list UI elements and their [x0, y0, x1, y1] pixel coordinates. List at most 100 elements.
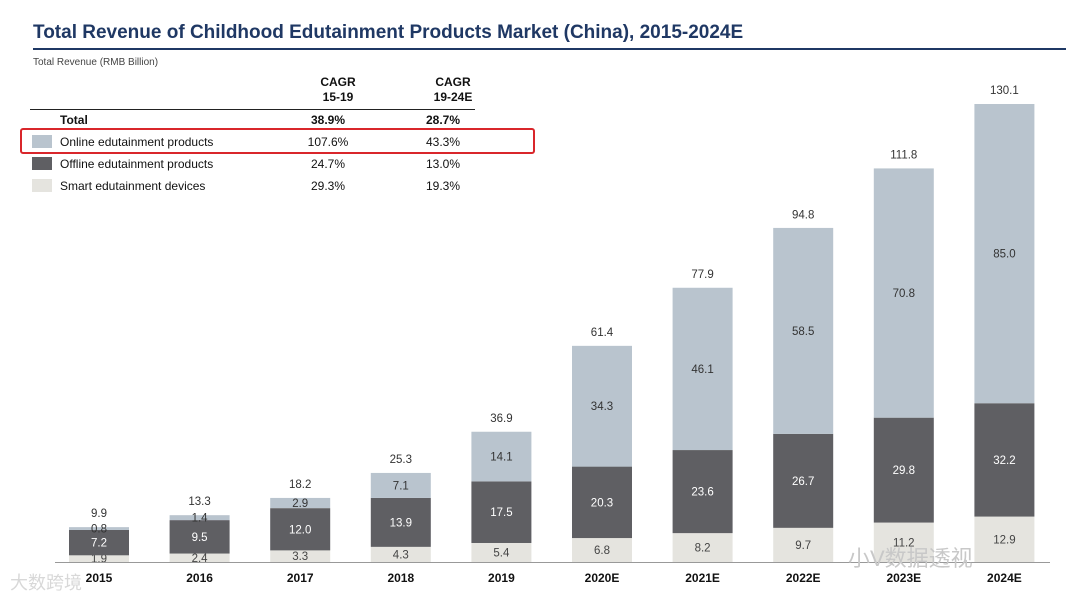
bar-value-label-2022E-0: 9.7 — [795, 540, 811, 552]
bar-total-label-2021E: 77.9 — [691, 269, 713, 281]
bar-value-label-2023E-1: 29.8 — [893, 465, 915, 477]
total-cagr-15-19: 38.9% — [310, 113, 346, 127]
total-label: Total — [60, 113, 88, 127]
bar-segment-2015-0 — [69, 555, 129, 562]
bar-segment-2020E-0 — [572, 538, 632, 562]
cagr-header-15-19: CAGR 15-19 — [293, 75, 383, 105]
bar-total-label-2018: 25.3 — [390, 454, 412, 466]
bar-value-label-2023E-0: 11.2 — [893, 537, 915, 549]
bar-segment-2024E-2 — [974, 104, 1035, 404]
cagr-header-1-line1: CAGR — [320, 75, 356, 89]
bar-value-label-2016-1: 9.5 — [192, 532, 208, 544]
bar-value-label-2024E-1: 32.2 — [993, 455, 1015, 467]
bar-total-label-2019: 36.9 — [490, 413, 512, 425]
bar-value-label-2021E-2: 46.1 — [691, 364, 713, 376]
total-cagr-19-24: 28.7% — [425, 113, 461, 127]
cagr-header-19-24: CAGR 19-24E — [408, 75, 498, 105]
bar-value-label-2020E-2: 34.3 — [591, 401, 613, 413]
bar-value-label-2024E-2: 85.0 — [993, 249, 1015, 261]
bar-total-label-2022E: 94.8 — [792, 209, 814, 221]
cagr-header-2-line2: 19-24E — [433, 90, 473, 104]
bar-segment-2023E-0 — [873, 522, 934, 562]
bar-segment-2017-2 — [270, 497, 331, 509]
chart-title: Total Revenue of Childhood Edutainment P… — [33, 22, 744, 43]
bar-segment-2015-2 — [69, 527, 129, 530]
chart-subtitle: Total Revenue (RMB Billion) — [33, 57, 159, 68]
table-rule-top — [30, 109, 475, 110]
table-row-online: Online edutainment products 107.6% 43.3% — [30, 132, 475, 152]
table-row-offline: Offline edutainment products 24.7% 13.0% — [30, 154, 475, 174]
bar-value-label-2017-1: 12.0 — [289, 524, 311, 536]
bar-segment-2020E-2 — [572, 345, 632, 467]
bar-segment-2016-2 — [169, 515, 230, 521]
x-tick-label-2018: 2018 — [387, 571, 414, 585]
bar-segment-2016-1 — [169, 520, 230, 554]
title-rule — [33, 48, 1066, 50]
bar-total-label-2015: 9.9 — [91, 508, 107, 520]
bar-segment-2020E-1 — [572, 466, 632, 539]
bar-segment-2018-1 — [370, 497, 431, 547]
bar-segment-2015-1 — [69, 529, 129, 556]
bar-segment-2021E-2 — [672, 287, 733, 451]
bar-segment-2021E-0 — [672, 533, 733, 562]
bar-segment-2018-0 — [370, 546, 431, 562]
smart-cagr-19-24: 19.3% — [425, 179, 461, 193]
bar-segment-2023E-2 — [873, 168, 934, 418]
x-tick-label-2023E: 2023E — [886, 571, 921, 585]
bar-segment-2019-1 — [471, 481, 532, 543]
bar-value-label-2016-0: 2.4 — [192, 553, 209, 565]
smart-label: Smart edutainment devices — [60, 179, 206, 193]
x-tick-label-2020E: 2020E — [585, 571, 620, 585]
bar-segment-2017-1 — [270, 508, 331, 551]
smart-cagr-15-19: 29.3% — [310, 179, 346, 193]
bar-value-label-2019-1: 17.5 — [490, 507, 512, 519]
online-cagr-19-24: 43.3% — [425, 135, 461, 149]
bar-segment-2022E-0 — [773, 527, 834, 562]
table-row-total: Total 38.9% 28.7% — [30, 110, 475, 130]
bar-total-label-2016: 13.3 — [188, 496, 210, 508]
offline-swatch-icon — [32, 157, 52, 170]
x-tick-label-2015: 2015 — [86, 571, 113, 585]
offline-label: Offline edutainment products — [60, 157, 214, 171]
bar-value-label-2022E-1: 26.7 — [792, 476, 814, 488]
watermark-right: 小V数据透视 — [848, 546, 973, 571]
bar-value-label-2020E-1: 20.3 — [591, 497, 613, 509]
bar-value-label-2016-2: 1.4 — [192, 513, 209, 525]
online-highlight-box — [20, 128, 535, 154]
smart-swatch-icon — [32, 179, 52, 192]
bar-total-label-2017: 18.2 — [289, 479, 311, 491]
bar-segment-2023E-1 — [873, 417, 934, 523]
offline-cagr-15-19: 24.7% — [310, 157, 346, 171]
bar-value-label-2021E-1: 23.6 — [691, 487, 713, 499]
watermark-left: 大数跨境 — [10, 573, 82, 593]
bar-value-label-2018-1: 13.9 — [390, 517, 412, 529]
bar-value-label-2015-0: 1.9 — [91, 554, 107, 566]
bar-value-label-2018-0: 4.3 — [393, 549, 409, 561]
bar-segment-2018-2 — [370, 472, 431, 498]
bar-value-label-2018-2: 7.1 — [393, 480, 409, 492]
bar-segment-2022E-1 — [773, 433, 834, 528]
bar-value-label-2015-1: 7.2 — [91, 538, 107, 550]
bar-value-label-2017-2: 2.9 — [292, 498, 308, 510]
cagr-header-1-line2: 15-19 — [322, 90, 354, 104]
bar-value-label-2015-2: 0.8 — [91, 524, 107, 536]
x-tick-label-2021E: 2021E — [685, 571, 720, 585]
online-cagr-15-19: 107.6% — [307, 135, 349, 149]
bar-value-label-2021E-0: 8.2 — [695, 543, 711, 555]
x-tick-label-2019: 2019 — [488, 571, 515, 585]
bar-value-label-2022E-2: 58.5 — [792, 326, 814, 338]
x-tick-label-2024E: 2024E — [987, 571, 1022, 585]
bar-total-label-2020E: 61.4 — [591, 327, 614, 339]
bar-value-label-2019-0: 5.4 — [493, 547, 510, 559]
bar-value-label-2023E-2: 70.8 — [893, 288, 915, 300]
x-tick-label-2017: 2017 — [287, 571, 314, 585]
x-tick-label-2022E: 2022E — [786, 571, 821, 585]
bar-segment-2024E-0 — [974, 516, 1035, 562]
table-row-smart: Smart edutainment devices 29.3% 19.3% — [30, 176, 475, 196]
bar-segment-2021E-1 — [672, 450, 733, 534]
online-label: Online edutainment products — [60, 135, 214, 149]
bar-value-label-2020E-0: 6.8 — [594, 545, 610, 557]
bar-total-label-2023E: 111.8 — [890, 149, 917, 161]
bar-segment-2019-2 — [471, 431, 532, 482]
